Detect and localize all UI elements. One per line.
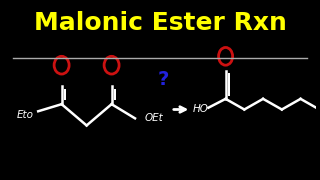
Text: OEt: OEt	[144, 113, 163, 123]
Text: HO: HO	[193, 105, 209, 114]
Text: ?: ?	[157, 70, 169, 89]
Text: Malonic Ester Rxn: Malonic Ester Rxn	[34, 11, 286, 35]
Text: Eto: Eto	[17, 110, 34, 120]
